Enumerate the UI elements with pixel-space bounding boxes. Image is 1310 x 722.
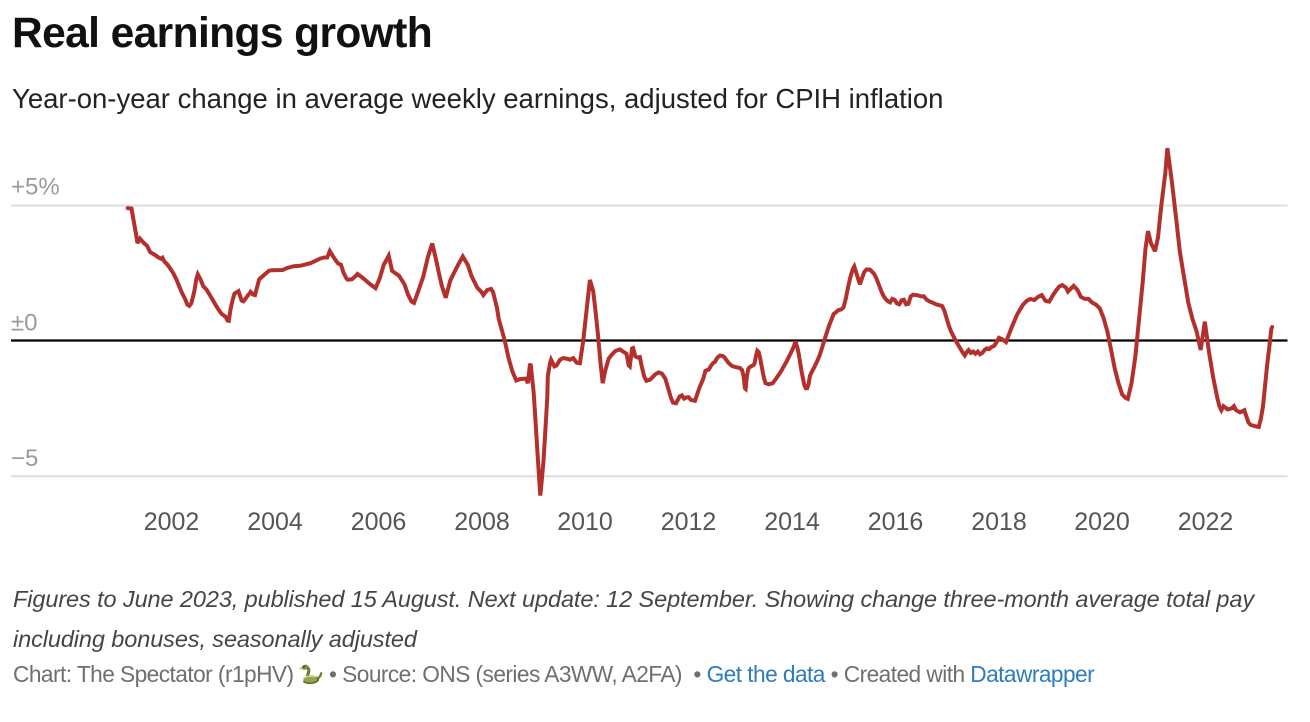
svg-text:2012: 2012 [661, 508, 717, 536]
svg-text:2016: 2016 [868, 508, 924, 536]
svg-text:2020: 2020 [1074, 508, 1130, 536]
svg-text:2014: 2014 [764, 508, 820, 536]
svg-text:2002: 2002 [144, 508, 200, 536]
svg-text:−5: −5 [11, 445, 38, 472]
svg-text:2018: 2018 [971, 508, 1027, 536]
svg-text:±0: ±0 [11, 310, 38, 337]
svg-text:+5%: +5% [11, 174, 60, 201]
svg-text:2008: 2008 [454, 508, 510, 536]
svg-text:2006: 2006 [351, 508, 407, 536]
svg-text:2022: 2022 [1178, 508, 1234, 536]
svg-text:2004: 2004 [247, 508, 303, 536]
svg-text:2010: 2010 [557, 508, 613, 536]
